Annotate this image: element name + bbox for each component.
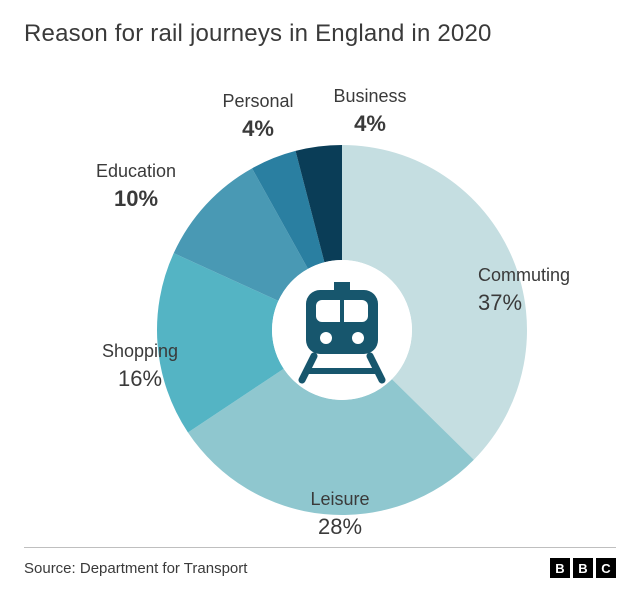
- slice-label-text: Personal: [222, 91, 293, 111]
- slice-label-text: Leisure: [310, 489, 369, 509]
- logo-letter: C: [596, 558, 616, 578]
- bbc-logo: B B C: [550, 558, 616, 578]
- slice-label-pct: 10%: [96, 185, 176, 213]
- footer: Source: Department for Transport B B C: [24, 547, 616, 578]
- infographic-frame: Reason for rail journeys in England in 2…: [0, 0, 640, 592]
- slice-label-pct: 4%: [333, 110, 406, 138]
- slice-label-personal: Personal 4%: [222, 90, 293, 142]
- slice-label-business: Business 4%: [333, 85, 406, 137]
- slice-label-text: Commuting: [478, 265, 570, 285]
- slice-label-leisure: Leisure 28%: [310, 488, 369, 540]
- slice-label-text: Shopping: [102, 341, 178, 361]
- chart-title: Reason for rail journeys in England in 2…: [24, 20, 616, 48]
- slice-label-pct: 4%: [222, 115, 293, 143]
- logo-letter: B: [573, 558, 593, 578]
- donut-chart: Commuting37%Leisure28%Shopping16%Educati…: [0, 50, 640, 530]
- slice-label-pct: 16%: [102, 365, 178, 393]
- logo-letter: B: [550, 558, 570, 578]
- slice-label-pct: 28%: [310, 513, 369, 541]
- slice-label-text: Business: [333, 86, 406, 106]
- slice-label-education: Education 10%: [96, 160, 176, 212]
- slice-label-shopping: Shopping 16%: [102, 340, 178, 392]
- slice-label-pct: 37%: [478, 289, 570, 317]
- source-text: Source: Department for Transport: [24, 560, 247, 577]
- slice-label-commuting: Commuting 37%: [478, 264, 570, 316]
- slice-label-text: Education: [96, 161, 176, 181]
